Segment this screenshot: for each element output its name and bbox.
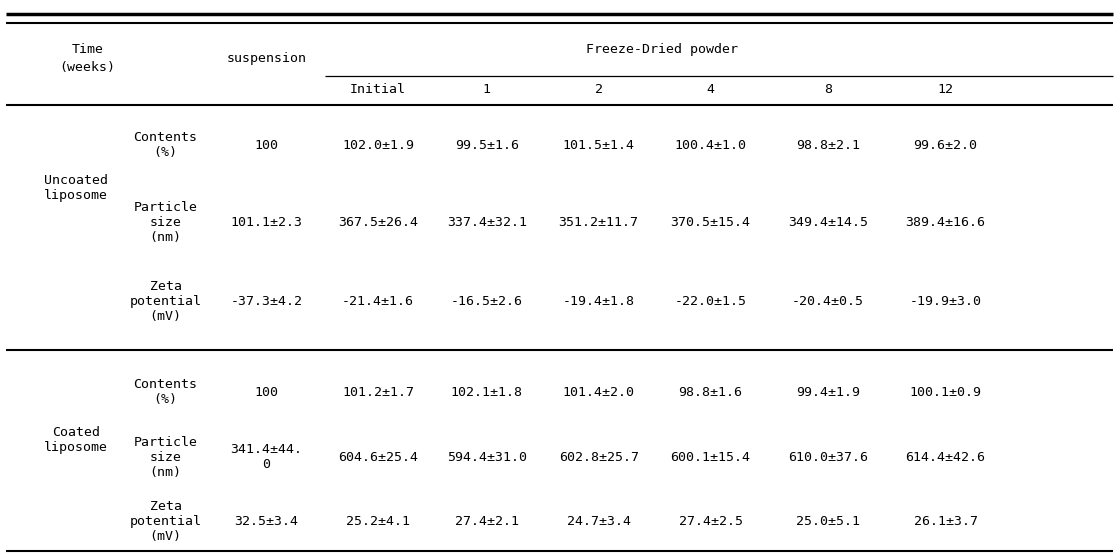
Text: 27.4±2.1: 27.4±2.1: [454, 515, 519, 529]
Text: 102.1±1.8: 102.1±1.8: [451, 386, 523, 399]
Text: Particle
size
(nm): Particle size (nm): [133, 201, 198, 244]
Text: -22.0±1.5: -22.0±1.5: [675, 295, 746, 309]
Text: 102.0±1.9: 102.0±1.9: [342, 138, 414, 152]
Text: Zeta
potential
(mV): Zeta potential (mV): [130, 280, 201, 324]
Text: 389.4±16.6: 389.4±16.6: [905, 216, 986, 229]
Text: 600.1±15.4: 600.1±15.4: [670, 450, 751, 464]
Text: 341.4±44.
0: 341.4±44. 0: [231, 443, 302, 471]
Text: 367.5±26.4: 367.5±26.4: [338, 216, 419, 229]
Text: Coated
liposome: Coated liposome: [44, 427, 109, 454]
Text: 370.5±15.4: 370.5±15.4: [670, 216, 751, 229]
Text: -37.3±4.2: -37.3±4.2: [231, 295, 302, 309]
Text: 101.4±2.0: 101.4±2.0: [563, 386, 634, 399]
Text: 8: 8: [824, 83, 833, 96]
Text: -19.4±1.8: -19.4±1.8: [563, 295, 634, 309]
Text: 2: 2: [594, 83, 603, 96]
Text: 604.6±25.4: 604.6±25.4: [338, 450, 419, 464]
Text: 337.4±32.1: 337.4±32.1: [446, 216, 527, 229]
Text: 1: 1: [482, 83, 491, 96]
Text: 100.1±0.9: 100.1±0.9: [910, 386, 981, 399]
Text: 26.1±3.7: 26.1±3.7: [913, 515, 978, 529]
Text: Initial: Initial: [350, 83, 406, 96]
Text: 99.4±1.9: 99.4±1.9: [796, 386, 861, 399]
Text: (weeks): (weeks): [59, 61, 115, 74]
Text: Contents
(%): Contents (%): [133, 131, 198, 159]
Text: 25.2±4.1: 25.2±4.1: [346, 515, 411, 529]
Text: Particle
size
(nm): Particle size (nm): [133, 435, 198, 479]
Text: Zeta
potential
(mV): Zeta potential (mV): [130, 500, 201, 543]
Text: 98.8±2.1: 98.8±2.1: [796, 138, 861, 152]
Text: Time: Time: [72, 43, 103, 57]
Text: 100.4±1.0: 100.4±1.0: [675, 138, 746, 152]
Text: 101.2±1.7: 101.2±1.7: [342, 386, 414, 399]
Text: 99.5±1.6: 99.5±1.6: [454, 138, 519, 152]
Text: 98.8±1.6: 98.8±1.6: [678, 386, 743, 399]
Text: 25.0±5.1: 25.0±5.1: [796, 515, 861, 529]
Text: 100: 100: [254, 386, 279, 399]
Text: -19.9±3.0: -19.9±3.0: [910, 295, 981, 309]
Text: 4: 4: [706, 83, 715, 96]
Text: 594.4±31.0: 594.4±31.0: [446, 450, 527, 464]
Text: Uncoated
liposome: Uncoated liposome: [44, 175, 109, 202]
Text: 351.2±11.7: 351.2±11.7: [558, 216, 639, 229]
Text: Freeze-Dried powder: Freeze-Dried powder: [586, 43, 737, 57]
Text: 100: 100: [254, 138, 279, 152]
Text: 602.8±25.7: 602.8±25.7: [558, 450, 639, 464]
Text: -21.4±1.6: -21.4±1.6: [342, 295, 414, 309]
Text: 27.4±2.5: 27.4±2.5: [678, 515, 743, 529]
Text: -20.4±0.5: -20.4±0.5: [792, 295, 864, 309]
Text: suspension: suspension: [226, 52, 307, 65]
Text: 349.4±14.5: 349.4±14.5: [788, 216, 868, 229]
Text: 24.7±3.4: 24.7±3.4: [566, 515, 631, 529]
Text: 614.4±42.6: 614.4±42.6: [905, 450, 986, 464]
Text: 12: 12: [938, 83, 953, 96]
Text: Contents
(%): Contents (%): [133, 378, 198, 406]
Text: 101.5±1.4: 101.5±1.4: [563, 138, 634, 152]
Text: 99.6±2.0: 99.6±2.0: [913, 138, 978, 152]
Text: 101.1±2.3: 101.1±2.3: [231, 216, 302, 229]
Text: -16.5±2.6: -16.5±2.6: [451, 295, 523, 309]
Text: 610.0±37.6: 610.0±37.6: [788, 450, 868, 464]
Text: 32.5±3.4: 32.5±3.4: [234, 515, 299, 529]
